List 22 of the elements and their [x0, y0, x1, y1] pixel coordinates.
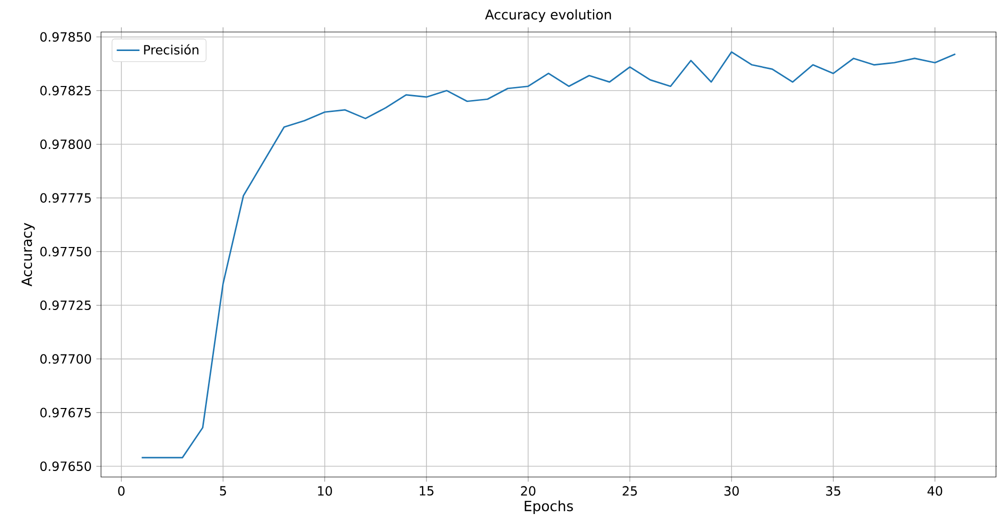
y-tick-label: 0.97800: [40, 139, 91, 150]
y-tick-label: 0.97850: [40, 32, 91, 42]
x-tick-label: 25: [622, 486, 637, 496]
y-tick-label: 0.97700: [40, 354, 91, 364]
x-tick-label: 40: [928, 486, 942, 496]
x-tick-label: 0: [118, 486, 125, 496]
y-tick-label: 0.97775: [40, 193, 91, 203]
x-tick-label: 5: [220, 486, 226, 496]
x-tick-label: 20: [521, 486, 536, 496]
chart-title: Accuracy evolution: [485, 9, 611, 22]
x-axis-title: Epochs: [524, 500, 573, 514]
y-tick-label: 0.97650: [40, 461, 91, 472]
y-tick-label: 0.97725: [40, 300, 91, 310]
y-tick-label: 0.97675: [40, 408, 91, 418]
x-tick-label: 35: [826, 486, 840, 496]
x-tick-label: 15: [420, 486, 434, 496]
y-axis-title: Accuracy: [22, 222, 35, 286]
y-tick-label: 0.97825: [40, 86, 91, 96]
x-tick-label: 10: [318, 486, 332, 496]
x-tick-label: 30: [724, 486, 739, 496]
y-tick-label: 0.97750: [40, 246, 91, 256]
legend-label: Precisión: [144, 44, 198, 55]
